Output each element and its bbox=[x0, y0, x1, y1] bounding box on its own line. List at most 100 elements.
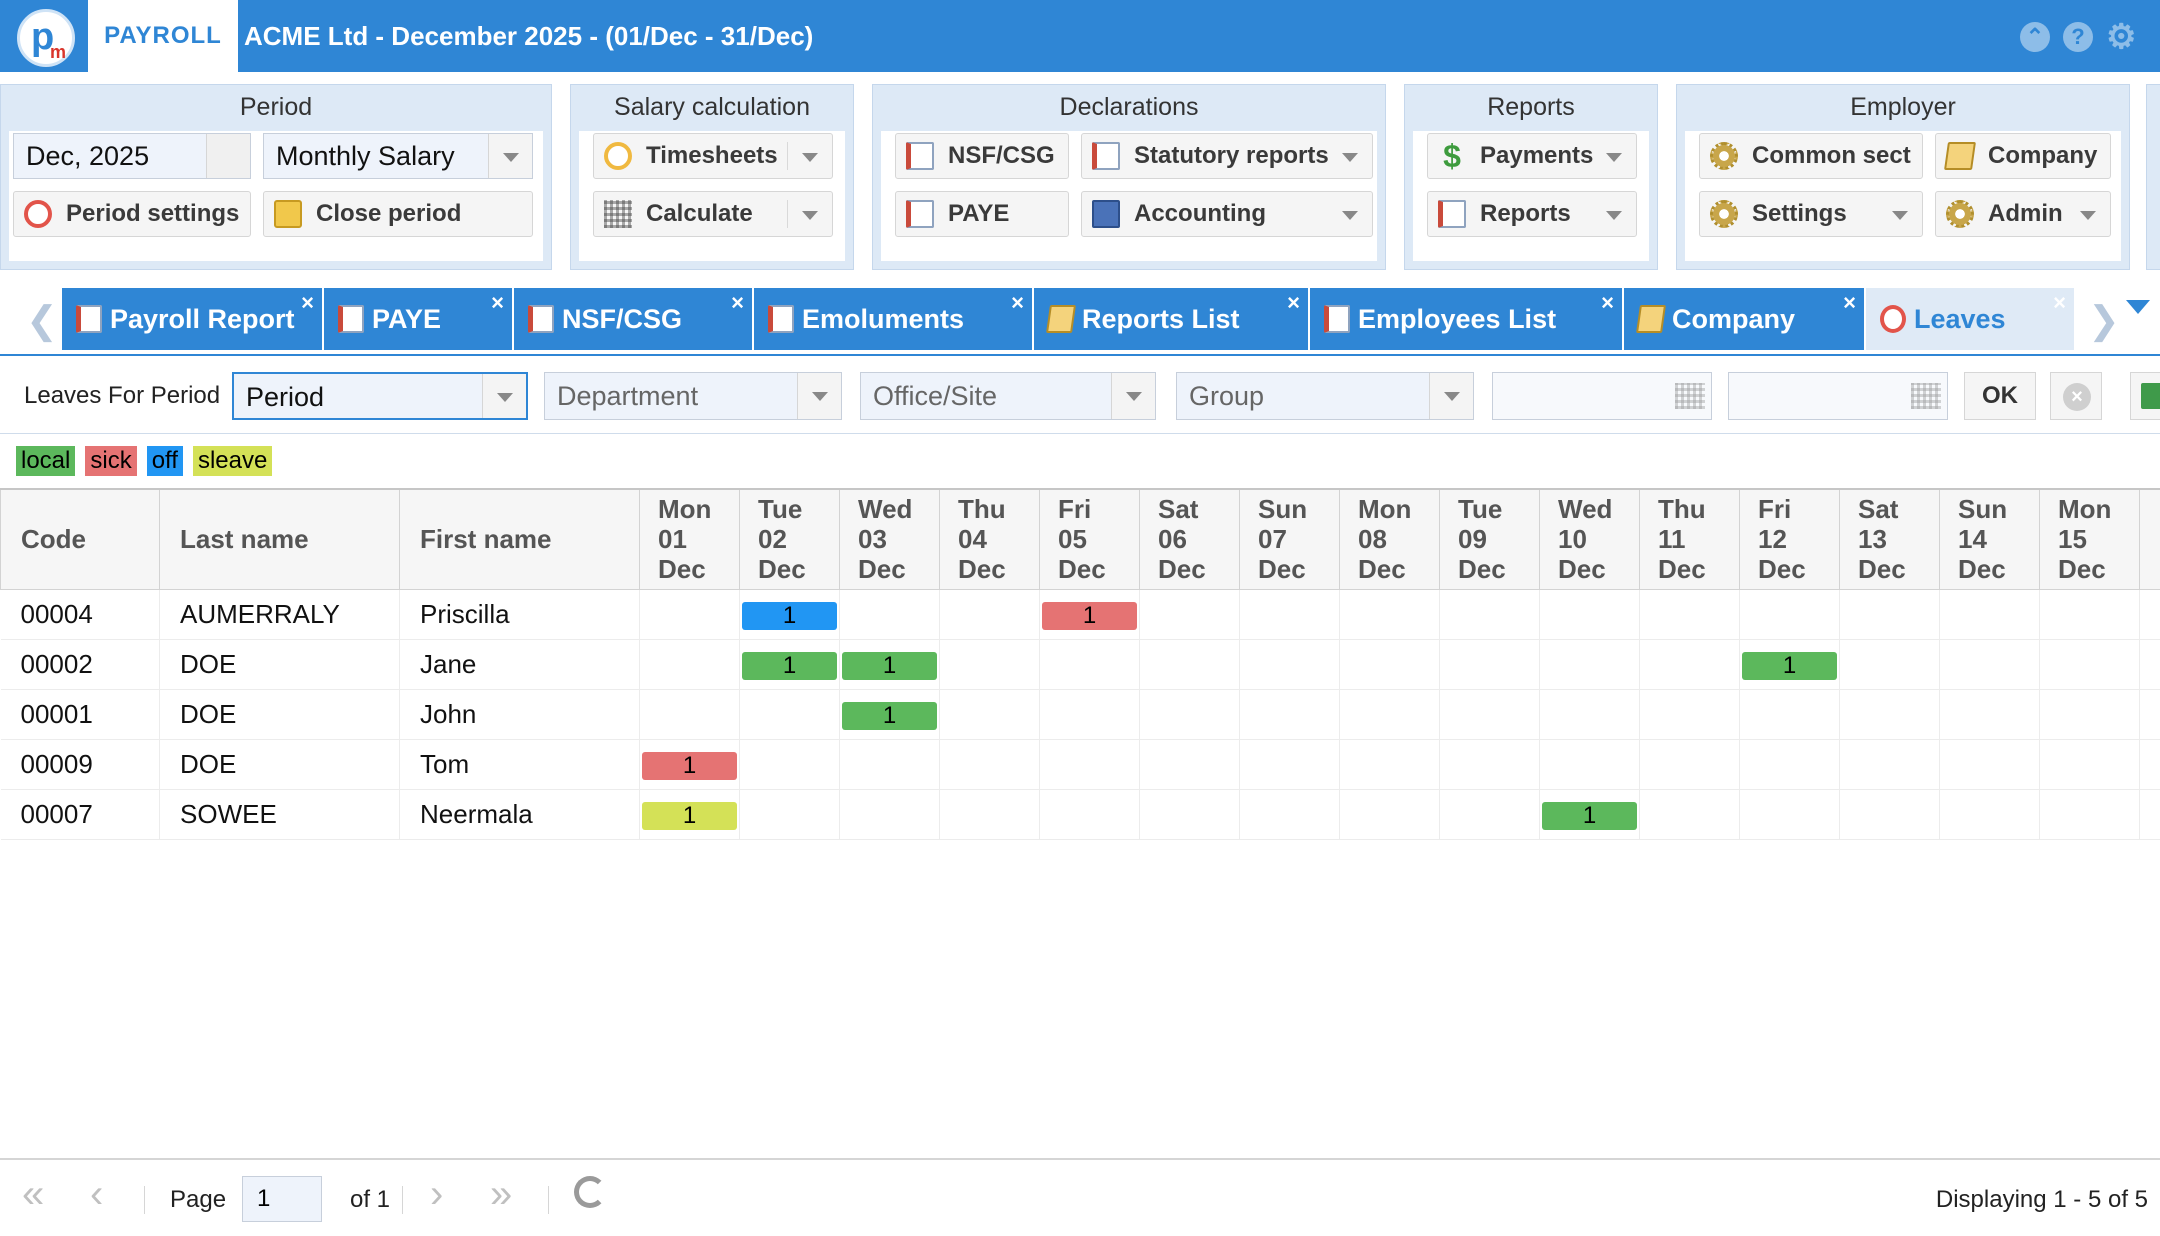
leave-chip-local[interactable]: 1 bbox=[1742, 651, 1837, 680]
day-cell[interactable] bbox=[2039, 689, 2140, 740]
leave-chip-sick[interactable]: 1 bbox=[642, 751, 737, 780]
day-cell[interactable] bbox=[1139, 639, 1240, 690]
day-cell[interactable]: 1 bbox=[839, 689, 940, 740]
period-settings-button[interactable]: Period settings bbox=[13, 191, 251, 237]
day-cell[interactable] bbox=[1239, 589, 1340, 640]
column-header-day[interactable]: Wed 03 Dec bbox=[839, 488, 940, 590]
tab-paye[interactable]: PAYE × bbox=[324, 288, 514, 350]
leave-chip-sleave[interactable]: 1 bbox=[642, 801, 737, 830]
day-cell[interactable] bbox=[739, 689, 840, 740]
table-row[interactable]: 00004 AUMERRALY Priscilla 1 1 bbox=[0, 589, 2160, 640]
column-header-day[interactable]: Sun 07 Dec bbox=[1239, 488, 1340, 590]
table-row[interactable]: 00009 DOE Tom 1 bbox=[0, 739, 2160, 790]
column-header-code[interactable]: Code bbox=[0, 488, 160, 590]
day-cell[interactable] bbox=[1739, 789, 1840, 840]
day-cell[interactable] bbox=[839, 789, 940, 840]
day-cell[interactable] bbox=[1239, 789, 1340, 840]
next-page-icon[interactable]: › bbox=[430, 1172, 444, 1216]
chevron-down-icon[interactable] bbox=[1429, 373, 1473, 419]
close-icon[interactable]: × bbox=[1843, 290, 1856, 315]
first-page-icon[interactable]: « bbox=[22, 1172, 45, 1216]
reports-button[interactable]: Reports bbox=[1427, 191, 1637, 237]
day-cell[interactable]: 1 bbox=[639, 739, 740, 790]
column-header-day[interactable]: Wed 10 Dec bbox=[1539, 488, 1640, 590]
day-cell[interactable] bbox=[1339, 639, 1440, 690]
help-icon[interactable]: ? bbox=[2063, 22, 2093, 52]
clear-button[interactable]: × bbox=[2050, 372, 2102, 420]
day-cell[interactable] bbox=[2039, 739, 2140, 790]
chevron-down-icon[interactable] bbox=[1111, 373, 1155, 419]
tab-leaves[interactable]: Leaves × bbox=[1866, 288, 2076, 350]
day-cell[interactable] bbox=[1739, 589, 1840, 640]
collapse-up-icon[interactable]: ⌃ bbox=[2020, 22, 2050, 52]
tab-emoluments[interactable]: Emoluments × bbox=[754, 288, 1034, 350]
previous-page-icon[interactable]: ‹ bbox=[90, 1172, 104, 1216]
day-cell[interactable] bbox=[1039, 739, 1140, 790]
day-cell[interactable] bbox=[1339, 789, 1440, 840]
salary-type-select[interactable]: Monthly Salary bbox=[263, 133, 533, 179]
day-cell[interactable] bbox=[1439, 589, 1540, 640]
refresh-icon[interactable] bbox=[574, 1176, 606, 1208]
calendar-icon[interactable] bbox=[1675, 383, 1705, 409]
table-row[interactable]: 00001 DOE John 1 bbox=[0, 689, 2160, 740]
chevron-down-icon[interactable] bbox=[2126, 300, 2150, 314]
day-cell[interactable] bbox=[1639, 689, 1740, 740]
chevron-down-icon[interactable] bbox=[802, 211, 818, 220]
tab-employees-list[interactable]: Employees List × bbox=[1310, 288, 1624, 350]
day-cell[interactable] bbox=[1639, 789, 1740, 840]
day-cell[interactable] bbox=[1939, 589, 2040, 640]
column-header-day[interactable]: Mon 01 Dec bbox=[639, 488, 740, 590]
day-cell[interactable] bbox=[939, 789, 1040, 840]
day-cell[interactable] bbox=[1339, 589, 1440, 640]
day-cell[interactable] bbox=[1839, 639, 1940, 690]
column-header-day[interactable]: Fri 05 Dec bbox=[1039, 488, 1140, 590]
calendar-icon[interactable] bbox=[206, 134, 250, 178]
common-sect-button[interactable]: Common sect bbox=[1699, 133, 1923, 179]
calculate-button[interactable]: Calculate bbox=[593, 191, 833, 237]
app-tab-payroll[interactable]: PAYROLL bbox=[88, 0, 238, 72]
day-cell[interactable] bbox=[1539, 639, 1640, 690]
close-icon[interactable]: × bbox=[491, 290, 504, 315]
chevron-down-icon[interactable] bbox=[2080, 211, 2096, 220]
chevron-down-icon[interactable] bbox=[802, 153, 818, 162]
period-select[interactable]: Period bbox=[232, 372, 528, 420]
day-cell[interactable] bbox=[1639, 639, 1740, 690]
day-cell[interactable] bbox=[1439, 739, 1540, 790]
gear-icon[interactable]: ⚙ bbox=[2106, 18, 2137, 56]
day-cell[interactable] bbox=[1739, 739, 1840, 790]
day-cell[interactable] bbox=[1039, 789, 1140, 840]
day-cell[interactable]: 1 bbox=[839, 639, 940, 690]
close-icon[interactable]: × bbox=[1011, 290, 1024, 315]
day-cell[interactable] bbox=[1839, 739, 1940, 790]
day-cell[interactable] bbox=[1139, 689, 1240, 740]
day-cell[interactable] bbox=[1039, 689, 1140, 740]
day-cell[interactable] bbox=[1139, 589, 1240, 640]
day-cell[interactable] bbox=[1439, 789, 1540, 840]
close-icon[interactable]: × bbox=[1601, 290, 1614, 315]
column-header-day[interactable]: Sat 06 Dec bbox=[1139, 488, 1240, 590]
day-cell[interactable] bbox=[639, 639, 740, 690]
close-icon[interactable]: × bbox=[301, 290, 314, 315]
chevron-down-icon[interactable] bbox=[482, 374, 526, 418]
day-cell[interactable] bbox=[639, 589, 740, 640]
day-cell[interactable] bbox=[1439, 639, 1540, 690]
column-header-day[interactable]: Thu 11 Dec bbox=[1639, 488, 1740, 590]
day-cell[interactable] bbox=[2039, 639, 2140, 690]
day-cell[interactable] bbox=[739, 789, 840, 840]
paye-button[interactable]: PAYE bbox=[895, 191, 1069, 237]
column-header-first-name[interactable]: First name bbox=[399, 488, 640, 590]
close-period-button[interactable]: Close period bbox=[263, 191, 533, 237]
company-button[interactable]: Company bbox=[1935, 133, 2111, 179]
day-cell[interactable] bbox=[1639, 739, 1740, 790]
column-header-day[interactable]: Tue 02 Dec bbox=[739, 488, 840, 590]
day-cell[interactable] bbox=[1539, 689, 1640, 740]
tab-payroll-report[interactable]: Payroll Report × bbox=[62, 288, 324, 350]
day-cell[interactable]: 1 bbox=[739, 589, 840, 640]
day-cell[interactable] bbox=[1139, 739, 1240, 790]
close-icon[interactable]: × bbox=[2053, 290, 2066, 315]
chevron-down-icon[interactable] bbox=[488, 134, 532, 178]
chevron-down-icon[interactable] bbox=[1342, 153, 1358, 162]
day-cell[interactable] bbox=[1939, 739, 2040, 790]
period-date-field[interactable]: Dec, 2025 bbox=[13, 133, 251, 179]
day-cell[interactable] bbox=[1939, 789, 2040, 840]
